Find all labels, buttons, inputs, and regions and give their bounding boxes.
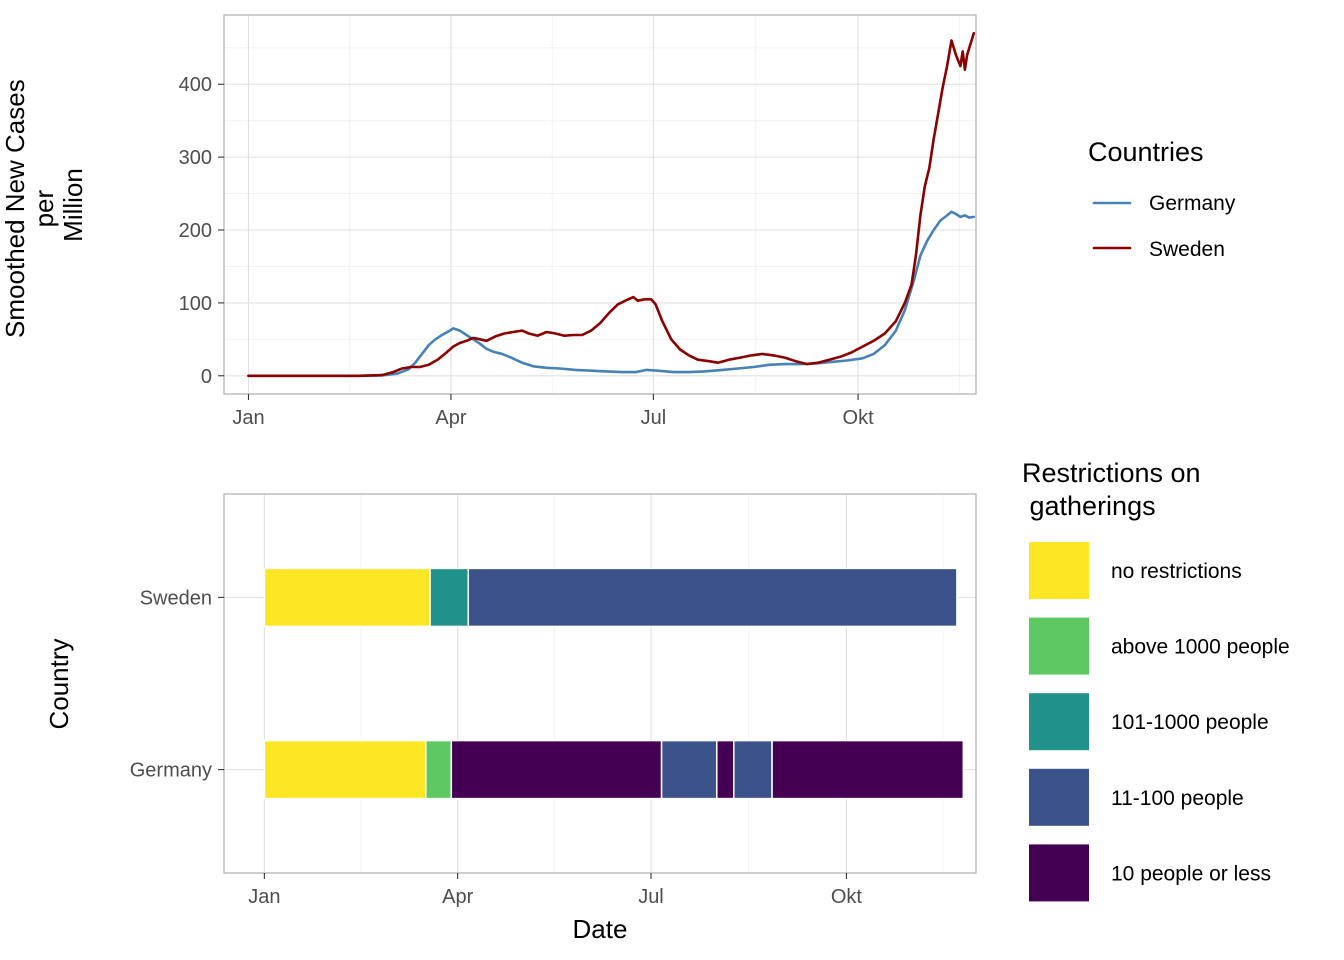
bottom-x-tick-label-okt: Okt bbox=[831, 886, 863, 908]
legend-label-germany: Germany bbox=[1149, 192, 1236, 215]
legend-label-no-restrictions: no restrictions bbox=[1111, 560, 1242, 583]
legend-key-above-1000-people bbox=[1029, 617, 1089, 675]
legend-label-10-people-or-less: 10 people or less bbox=[1111, 862, 1271, 885]
top-panel-background bbox=[224, 15, 976, 394]
top-y-axis-title-line-3: Million bbox=[58, 168, 88, 242]
restrictions-legend-title: Restrictions on gatherings bbox=[1022, 458, 1208, 521]
bottom-panel-background bbox=[224, 494, 976, 873]
top-y-axis-title-line-1: Smoothed New Cases bbox=[0, 79, 30, 338]
top-y-tick-label-100: 100 bbox=[179, 293, 212, 315]
legend-key-101-1000-people bbox=[1029, 693, 1089, 751]
top-x-tick-label-jul: Jul bbox=[641, 407, 667, 429]
countries-legend: Countries Germany Sweden bbox=[1088, 137, 1236, 261]
top-x-tick-label-okt: Okt bbox=[843, 407, 875, 429]
series-line-sweden bbox=[247, 31, 976, 378]
legend-key-11-100-people bbox=[1029, 768, 1089, 826]
top-gridlines bbox=[224, 15, 976, 394]
legend-label-101-1000-people: 101-1000 people bbox=[1111, 711, 1269, 734]
restrictions-legend: Restrictions on gatherings no restrictio… bbox=[1022, 458, 1290, 902]
bar-segment-sweden-101-1000-people bbox=[429, 567, 470, 628]
top-y-tick-label-200: 200 bbox=[179, 220, 212, 242]
bottom-y-axis-title: Country bbox=[44, 638, 74, 729]
bar-segment-germany-10-people-or-less bbox=[771, 739, 965, 800]
restrictions-legend-title-line-1: Restrictions on bbox=[1022, 458, 1201, 488]
top-x-tick-label-jan: Jan bbox=[232, 407, 264, 429]
legend-label-above-1000-people: above 1000 people bbox=[1111, 636, 1290, 659]
restrictions-bar-chart: Jan Apr Jul Okt Sweden Germany Date Country R… bbox=[44, 458, 1290, 944]
bar-segment-sweden-11-100-people bbox=[467, 567, 958, 628]
bar-segment-germany-10-people-or-less bbox=[450, 739, 663, 800]
top-y-tick-label-400: 400 bbox=[179, 74, 212, 96]
top-y-tick-label-300: 300 bbox=[179, 147, 212, 169]
bar-segment-germany-11-100-people bbox=[660, 739, 718, 800]
restrictions-legend-items: no restrictions above 1000 people 101-1000… bbox=[1029, 542, 1290, 902]
bottom-bars-group bbox=[263, 567, 965, 800]
bar-segment-germany-11-100-people bbox=[733, 739, 773, 800]
bar-segment-germany-10-people-or-less bbox=[716, 739, 735, 800]
bar-segment-germany-no-restrictions bbox=[263, 739, 427, 800]
top-series-group bbox=[247, 31, 976, 378]
top-y-axis-title: Smoothed New Cases per Million bbox=[0, 72, 88, 338]
bottom-x-axis-title: Date bbox=[573, 914, 628, 944]
legend-label-11-100-people: 11-100 people bbox=[1111, 787, 1244, 810]
countries-legend-title: Countries bbox=[1088, 137, 1204, 167]
bar-segment-germany-above-1000-people bbox=[425, 739, 453, 800]
bottom-panel-border bbox=[223, 493, 977, 874]
cases-line-chart: Jan Apr Jul Okt 0 100 200 300 400 Smoothed New C… bbox=[0, 14, 1236, 429]
top-x-tick-label-apr: Apr bbox=[435, 407, 466, 429]
bottom-y-tick-label-germany: Germany bbox=[130, 760, 212, 782]
bar-segment-sweden-no-restrictions bbox=[263, 567, 431, 628]
bottom-x-tick-label-apr: Apr bbox=[442, 886, 473, 908]
bottom-axes: Jan Apr Jul Okt Sweden Germany bbox=[130, 587, 863, 908]
bottom-x-tick-label-jul: Jul bbox=[638, 886, 664, 908]
bottom-y-tick-label-sweden: Sweden bbox=[140, 587, 212, 609]
legend-label-sweden: Sweden bbox=[1149, 238, 1225, 261]
series-line-germany bbox=[247, 210, 976, 378]
top-axes: Jan Apr Jul Okt 0 100 200 300 400 bbox=[179, 74, 874, 429]
top-panel-border bbox=[223, 14, 977, 395]
legend-key-10-people-or-less bbox=[1029, 844, 1089, 902]
top-y-tick-label-0: 0 bbox=[201, 366, 212, 388]
legend-key-no-restrictions bbox=[1029, 542, 1089, 599]
restrictions-legend-title-line-2: gatherings bbox=[1022, 491, 1156, 521]
bottom-x-tick-label-jan: Jan bbox=[248, 886, 280, 908]
top-y-axis-title-line-2: per bbox=[29, 189, 59, 227]
